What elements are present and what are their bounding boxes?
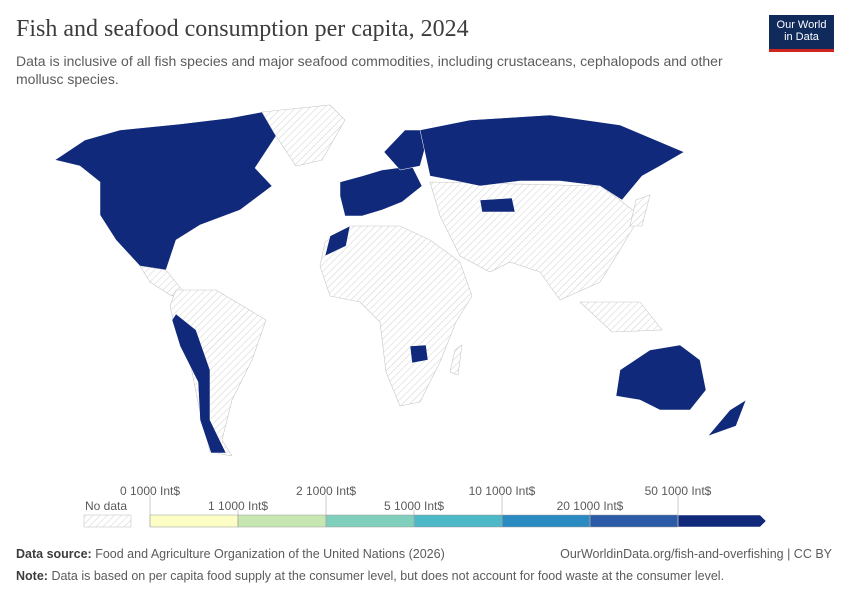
peru-chile[interactable]: [171, 313, 227, 454]
source-label: Data source:: [16, 547, 92, 561]
legend-label: 20 1000 Int$: [557, 499, 624, 513]
europe[interactable]: [339, 165, 423, 217]
morocco[interactable]: [324, 225, 351, 257]
logo-line: Our World: [776, 19, 827, 31]
south-america[interactable]: [169, 289, 267, 457]
africa[interactable]: [319, 225, 473, 407]
link[interactable]: OurWorldinData.org/fish-and-overfishing …: [560, 547, 832, 561]
madagascar[interactable]: [449, 344, 463, 376]
note-text: Data is based on per capita food supply …: [51, 569, 725, 583]
source-text: Food and Agriculture Organization of the…: [95, 547, 445, 561]
australia[interactable]: [615, 344, 707, 411]
legend-no-data-swatch[interactable]: [83, 514, 132, 528]
note-label: Note:: [16, 569, 48, 583]
legend-swatch[interactable]: [325, 514, 415, 528]
southeast-asia[interactable]: [579, 301, 663, 333]
legend-label: 0 1000 Int$: [120, 484, 180, 498]
countries: [54, 104, 747, 457]
legend-label: 1 1000 Int$: [208, 499, 268, 513]
legend-swatch[interactable]: [677, 514, 767, 528]
source: Data source: Food and Agriculture Organi…: [16, 547, 445, 561]
new-zealand[interactable]: [707, 399, 747, 437]
logo[interactable]: Our World in Data: [769, 15, 834, 52]
legend-no-data-label: No data: [85, 499, 127, 513]
logo-line: in Data: [784, 31, 819, 43]
map: No data 0 1000 Int$ 1 1000 Int$ 2 1000 Int…: [54, 104, 767, 528]
legend-swatch[interactable]: [501, 514, 591, 528]
legend-swatch[interactable]: [413, 514, 503, 528]
turkey[interactable]: [479, 197, 516, 213]
zimbabwe[interactable]: [409, 344, 429, 364]
legend-label: 10 1000 Int$: [469, 484, 536, 498]
legend-label: 50 1000 Int$: [645, 484, 712, 498]
note: Note: Data is based on per capita food s…: [16, 569, 724, 583]
legend-swatch[interactable]: [589, 514, 679, 528]
subtitle: Data is inclusive of all fish species an…: [16, 53, 723, 87]
legend-label: 2 1000 Int$: [296, 484, 356, 498]
russia[interactable]: [419, 114, 685, 201]
north-america[interactable]: [54, 111, 277, 271]
legend-swatch[interactable]: [149, 514, 239, 528]
legend-label: 5 1000 Int$: [384, 499, 444, 513]
japan[interactable]: [629, 194, 651, 227]
legend: No data 0 1000 Int$ 1 1000 Int$ 2 1000 Int…: [83, 484, 767, 528]
legend-swatch[interactable]: [237, 514, 327, 528]
title: Fish and seafood consumption per capita,…: [16, 16, 469, 42]
